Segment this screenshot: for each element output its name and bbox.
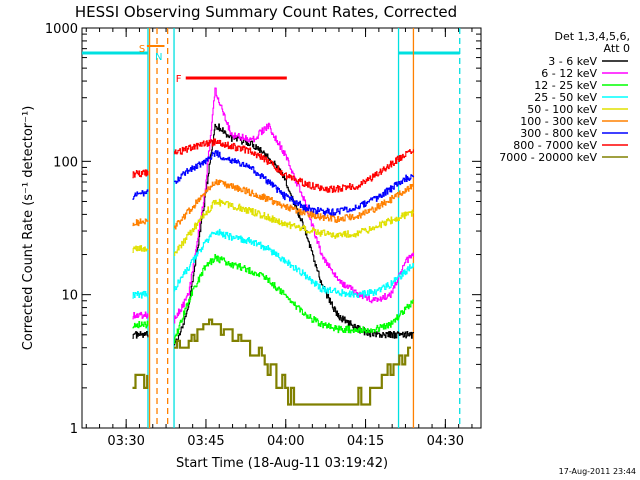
series-trace-300-800-keV: [132, 150, 414, 216]
chart-title: HESSI Observing Summary Count Rates, Cor…: [75, 3, 457, 21]
y-tick-label: 100: [53, 155, 78, 170]
x-tick-label: 03:30: [107, 434, 144, 449]
legend-label: 300 - 800 keV: [520, 127, 597, 140]
series-trace-12-25-keV: [132, 253, 414, 344]
legend-header: Att 0: [604, 42, 630, 55]
x-axis-label: Start Time (18-Aug-11 03:19:42): [176, 456, 388, 471]
legend-label: 50 - 100 keV: [527, 103, 597, 116]
y-tick-label: 10: [61, 289, 78, 304]
legend-label: 25 - 50 keV: [534, 91, 597, 104]
plot-area: 1 10 100 1000 03:30 03:45 04:00 04:15 04:30 SN F: [45, 22, 482, 449]
flag-label: N: [155, 52, 162, 63]
series-trace-800-7000-keV: [132, 138, 414, 194]
legend-label: 12 - 25 keV: [534, 79, 597, 92]
legend-label: 800 - 7000 keV: [513, 139, 597, 152]
series-trace-7000-20000-keV: [132, 318, 411, 406]
series-trace-25-50-keV: [132, 228, 414, 299]
series-trace-3-6-keV: [132, 123, 414, 346]
timestamp: 17-Aug-2011 23:44: [559, 467, 636, 476]
flag-label: S: [139, 44, 145, 55]
x-tick-label: 04:30: [427, 434, 464, 449]
legend-header: Det 1,3,4,5,6,: [554, 30, 630, 43]
y-tick-label: 1: [70, 422, 78, 437]
y-tick-label: 1000: [45, 22, 78, 37]
legend-label: 3 - 6 keV: [548, 55, 597, 68]
legend-label: 6 - 12 keV: [541, 67, 597, 80]
legend-label: 100 - 300 keV: [520, 115, 597, 128]
y-axis-label: Corrected Count Rate (s⁻¹ detector⁻¹): [21, 106, 36, 351]
x-tick-label: 04:00: [267, 434, 304, 449]
x-tick-label: 04:15: [347, 434, 384, 449]
series-trace-6-12-keV: [132, 87, 414, 324]
series-trace-100-300-keV: [132, 179, 414, 230]
flag-label: F: [176, 74, 182, 85]
plot-frame: [81, 27, 482, 429]
series-trace-50-100-keV: [132, 198, 414, 256]
legend-label: 7000 - 20000 keV: [499, 151, 597, 164]
x-tick-label: 03:45: [187, 434, 224, 449]
